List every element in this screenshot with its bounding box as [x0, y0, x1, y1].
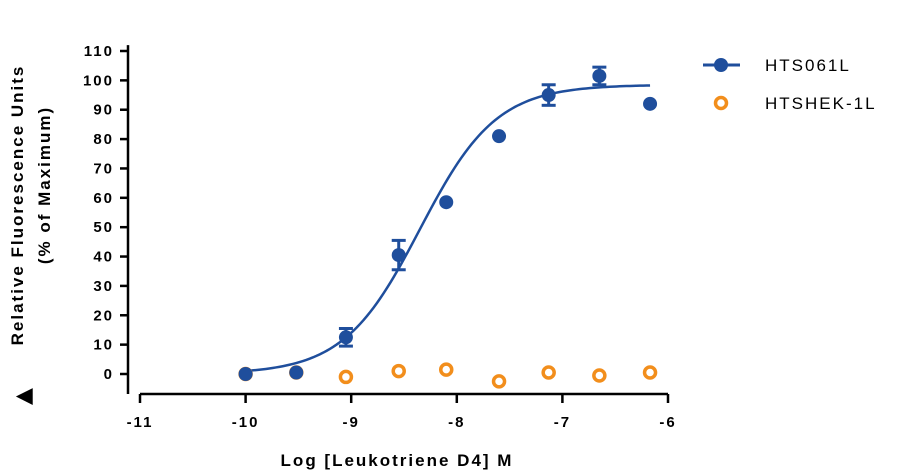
- data-point-htshek-1l: [541, 365, 556, 380]
- y-tick-label: 10: [93, 337, 114, 354]
- legend-label-hts061l: HTS061L: [765, 56, 851, 75]
- y-tick-label: 80: [93, 131, 114, 148]
- axes: 0 10 20 30 40 50 60 70 80 90 100 110 -11 -10 -9 -8 -7 -6: [83, 43, 676, 431]
- data-point-htshek-1l: [491, 374, 507, 389]
- y-tick-label: 110: [84, 43, 114, 60]
- y-axis-title-line2: (% of Maximum): [35, 106, 54, 264]
- data-point-hts061l: [541, 88, 556, 103]
- data-point-hts061l: [592, 68, 607, 83]
- fit-curve-hts061l: [245, 84, 651, 373]
- data-point-hts061l: [492, 129, 507, 144]
- legend-marker-hts061l: [714, 58, 728, 72]
- points-layer: [238, 65, 658, 389]
- y-tick-label: 90: [93, 102, 114, 119]
- x-tick-label: -10: [232, 414, 260, 431]
- x-tick-label: -9: [343, 414, 360, 431]
- y-tick-label: 40: [93, 249, 114, 266]
- data-point-hts061l: [289, 365, 304, 380]
- legend: HTS061L HTSHEK-1L: [703, 56, 877, 113]
- data-point-htshek-1l: [338, 369, 354, 385]
- y-axis-title-marker: ▲: [11, 388, 36, 405]
- y-tick-label: 20: [93, 307, 114, 324]
- data-point-hts061l: [338, 330, 353, 345]
- legend-item-htshek-1l: HTSHEK-1L: [713, 94, 877, 113]
- data-point-hts061l: [643, 96, 658, 111]
- x-tick-label: -6: [659, 414, 676, 431]
- y-axis-title-line1: Relative Fluorescence Units: [8, 65, 27, 346]
- legend-item-hts061l: HTS061L: [703, 56, 851, 75]
- data-point-htshek-1l: [438, 362, 454, 377]
- data-point-htshek-1l: [391, 363, 406, 379]
- x-tick-label: -11: [127, 414, 154, 431]
- data-point-hts061l: [391, 248, 406, 263]
- y-tick-label: 50: [93, 219, 114, 236]
- x-tick-label: -8: [448, 414, 465, 431]
- legend-label-htshek-1l: HTSHEK-1L: [765, 94, 877, 113]
- data-point-htshek-1l: [642, 365, 658, 380]
- y-tick-label: 60: [93, 190, 114, 207]
- y-tick-label: 30: [93, 278, 114, 295]
- y-tick-label: 0: [104, 366, 114, 383]
- data-point-htshek-1l: [592, 368, 607, 383]
- x-axis-title: Log [Leukotriene D4] M: [281, 451, 514, 470]
- y-tick-label: 70: [93, 160, 114, 177]
- data-point-hts061l: [238, 367, 253, 381]
- y-axis-title-group: ▲ Relative Fluorescence Units (% of Maxi…: [8, 65, 54, 405]
- y-tick-label: 100: [83, 72, 114, 89]
- fit-layer: [245, 84, 651, 373]
- legend-marker-htshek-1l: [713, 95, 729, 111]
- x-tick-label: -7: [554, 414, 571, 431]
- data-point-hts061l: [439, 195, 454, 210]
